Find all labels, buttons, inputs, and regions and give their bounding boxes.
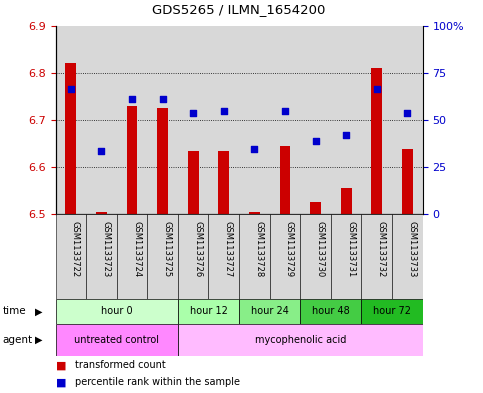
Point bbox=[220, 108, 227, 114]
Bar bbox=[361, 26, 392, 214]
Point bbox=[159, 95, 167, 102]
Text: GSM1133729: GSM1133729 bbox=[285, 221, 294, 277]
Bar bbox=[188, 151, 199, 214]
Text: GSM1133725: GSM1133725 bbox=[163, 221, 171, 277]
Bar bbox=[157, 108, 168, 214]
Point bbox=[281, 108, 289, 114]
Bar bbox=[310, 202, 321, 214]
Bar bbox=[66, 63, 76, 214]
Bar bbox=[96, 212, 107, 214]
Bar bbox=[280, 146, 290, 214]
Bar bbox=[239, 214, 270, 299]
Bar bbox=[392, 214, 423, 299]
Text: ■: ■ bbox=[56, 377, 66, 387]
Point bbox=[403, 110, 411, 116]
Text: GSM1133730: GSM1133730 bbox=[315, 221, 325, 277]
Text: GSM1133728: GSM1133728 bbox=[255, 221, 263, 277]
Bar bbox=[392, 26, 423, 214]
Bar bbox=[239, 26, 270, 214]
Text: GSM1133723: GSM1133723 bbox=[101, 221, 111, 277]
Bar bbox=[117, 26, 147, 214]
Bar bbox=[300, 26, 331, 214]
Point bbox=[373, 86, 381, 92]
Bar bbox=[371, 68, 382, 214]
Text: GSM1133727: GSM1133727 bbox=[224, 221, 233, 277]
Bar bbox=[209, 26, 239, 214]
Text: GSM1133726: GSM1133726 bbox=[193, 221, 202, 277]
Text: hour 0: hour 0 bbox=[101, 307, 132, 316]
Bar bbox=[341, 188, 352, 214]
Text: GSM1133731: GSM1133731 bbox=[346, 221, 355, 277]
Bar bbox=[117, 214, 147, 299]
Text: mycophenolic acid: mycophenolic acid bbox=[255, 335, 346, 345]
Bar bbox=[178, 299, 239, 324]
Text: GSM1133733: GSM1133733 bbox=[407, 221, 416, 277]
Bar bbox=[127, 106, 137, 214]
Text: GDS5265 / ILMN_1654200: GDS5265 / ILMN_1654200 bbox=[153, 3, 326, 16]
Bar bbox=[86, 214, 117, 299]
Text: hour 24: hour 24 bbox=[251, 307, 289, 316]
Text: ■: ■ bbox=[56, 360, 66, 371]
Bar bbox=[56, 324, 178, 356]
Text: ▶: ▶ bbox=[35, 307, 43, 316]
Text: percentile rank within the sample: percentile rank within the sample bbox=[75, 377, 240, 387]
Bar bbox=[86, 26, 117, 214]
Bar bbox=[300, 299, 361, 324]
Bar bbox=[331, 26, 361, 214]
Text: GSM1133724: GSM1133724 bbox=[132, 221, 141, 277]
Text: GSM1133722: GSM1133722 bbox=[71, 221, 80, 277]
Bar bbox=[56, 214, 86, 299]
Bar bbox=[331, 214, 361, 299]
Bar bbox=[300, 214, 331, 299]
Text: agent: agent bbox=[2, 335, 32, 345]
Text: transformed count: transformed count bbox=[75, 360, 166, 371]
Bar bbox=[147, 214, 178, 299]
Bar bbox=[218, 151, 229, 214]
Point bbox=[189, 110, 197, 116]
Text: GSM1133732: GSM1133732 bbox=[377, 221, 386, 277]
Point bbox=[342, 132, 350, 138]
Text: hour 48: hour 48 bbox=[312, 307, 350, 316]
Bar bbox=[178, 26, 209, 214]
Text: ▶: ▶ bbox=[35, 335, 43, 345]
Point bbox=[128, 95, 136, 102]
Bar bbox=[402, 149, 412, 214]
Point bbox=[98, 147, 105, 154]
Point bbox=[312, 138, 319, 144]
Text: untreated control: untreated control bbox=[74, 335, 159, 345]
Bar bbox=[270, 26, 300, 214]
Bar bbox=[239, 299, 300, 324]
Point bbox=[67, 86, 75, 92]
Bar bbox=[249, 212, 260, 214]
Bar bbox=[209, 214, 239, 299]
Bar bbox=[56, 26, 86, 214]
Bar bbox=[361, 299, 423, 324]
Text: hour 12: hour 12 bbox=[189, 307, 227, 316]
Bar bbox=[147, 26, 178, 214]
Point bbox=[251, 146, 258, 152]
Bar bbox=[178, 324, 423, 356]
Bar bbox=[270, 214, 300, 299]
Text: hour 72: hour 72 bbox=[373, 307, 411, 316]
Text: time: time bbox=[2, 307, 26, 316]
Bar bbox=[56, 299, 178, 324]
Bar bbox=[361, 214, 392, 299]
Bar bbox=[178, 214, 209, 299]
